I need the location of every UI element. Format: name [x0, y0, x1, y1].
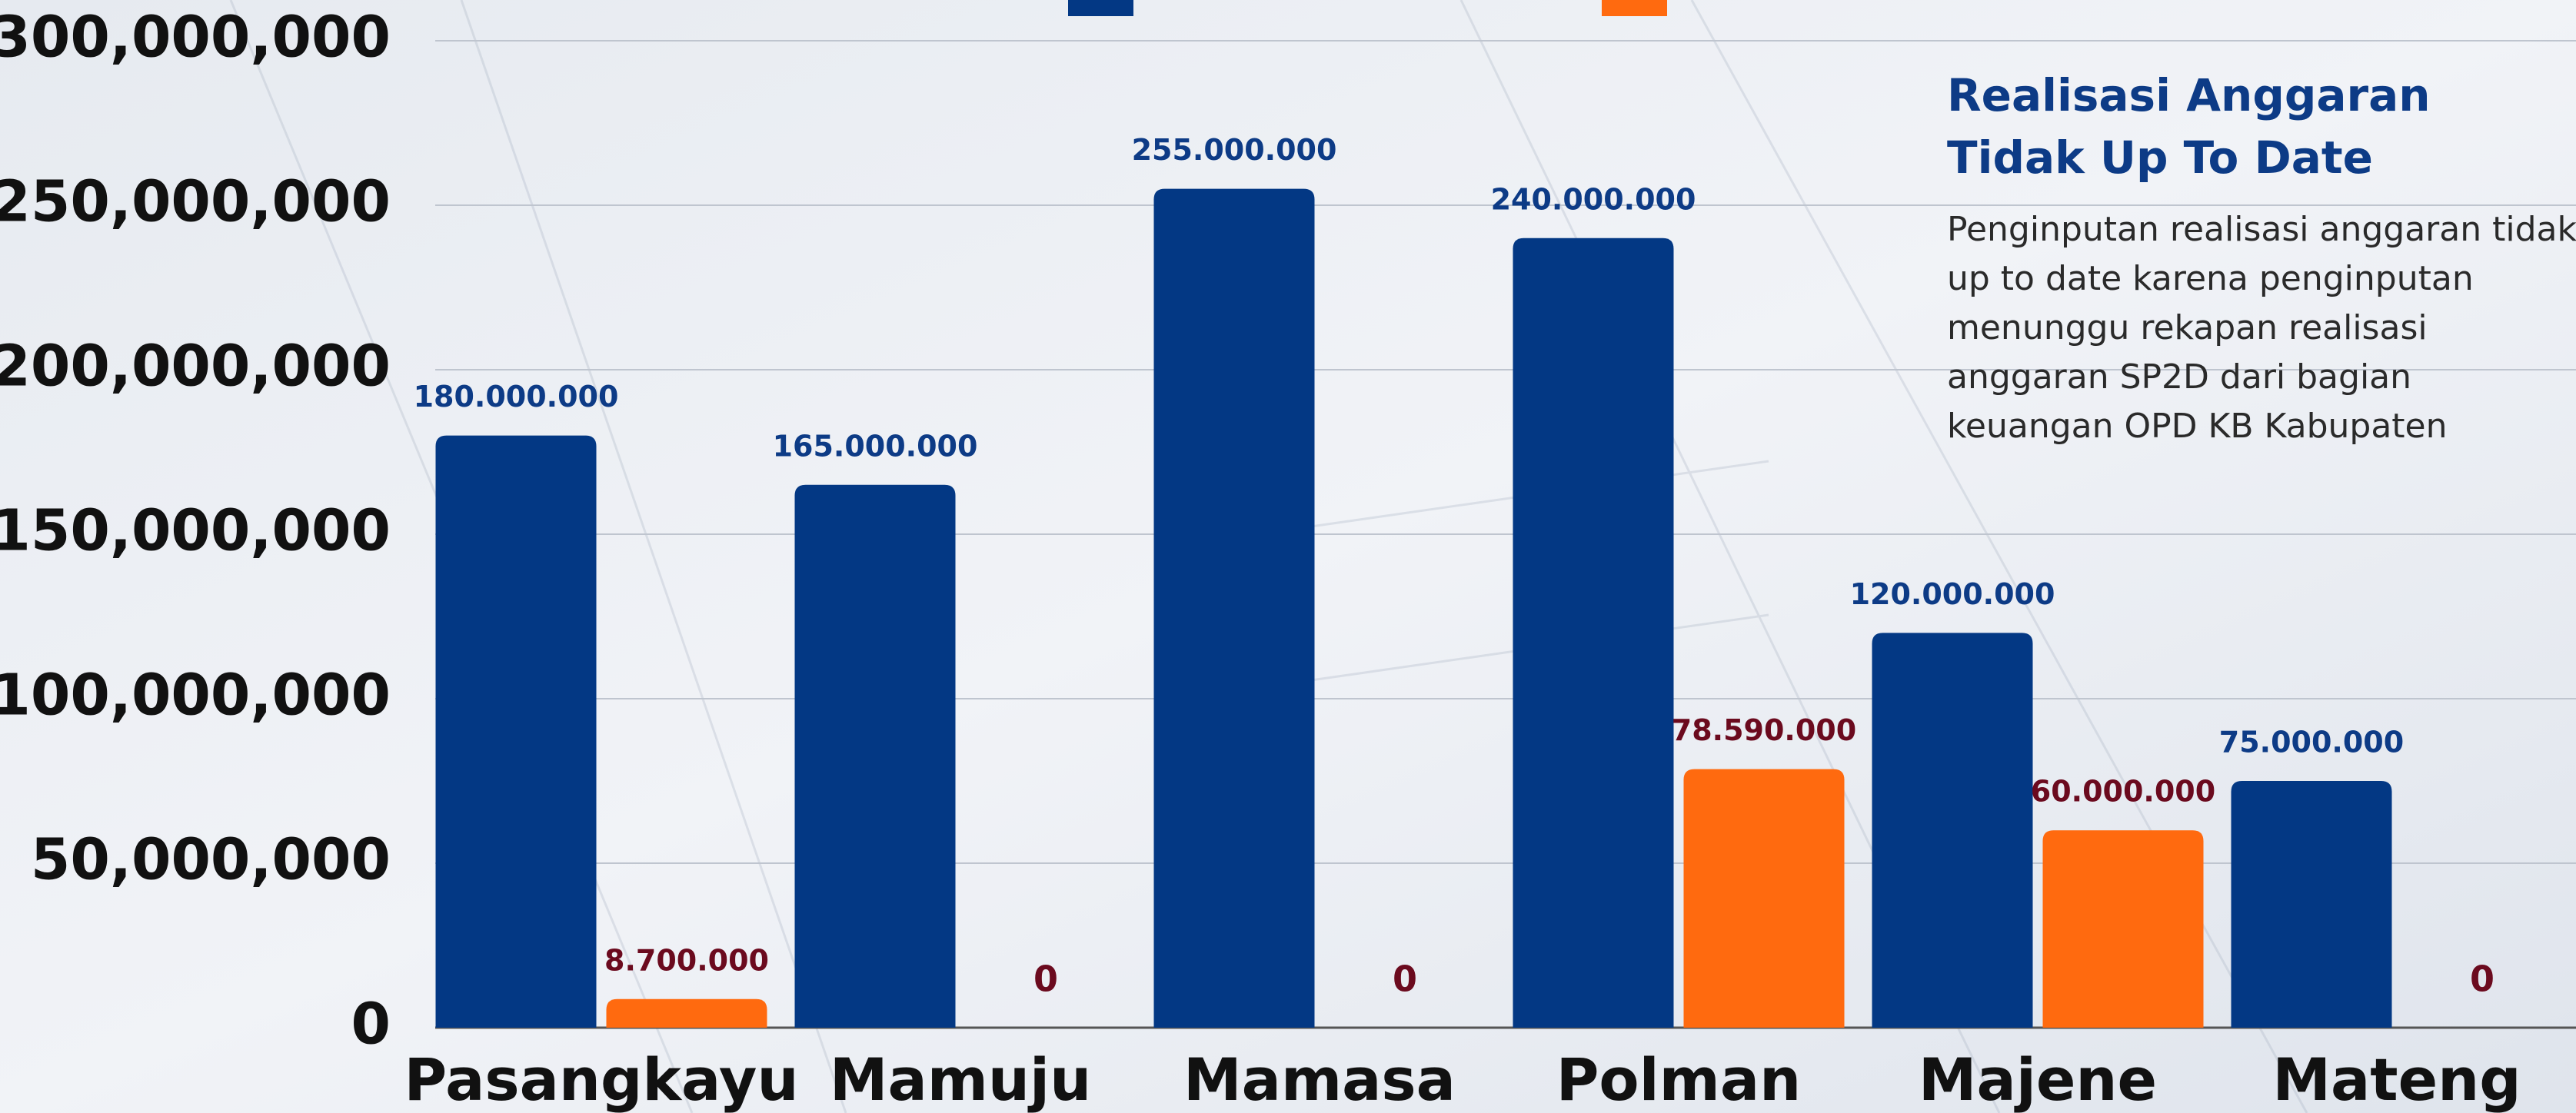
data-label: 78.590.000: [1672, 713, 1856, 747]
annotation-title: Tidak Up To Date: [1947, 131, 2373, 184]
x-tick-label: Pasangkayu: [404, 1045, 798, 1113]
y-tick-label: 50,000,000: [31, 827, 391, 893]
bar: [1684, 769, 1845, 1028]
y-tick-label: 200,000,000: [0, 334, 391, 400]
bar: [2232, 781, 2392, 1028]
bar: [1872, 633, 2033, 1028]
data-label: 180.000.000: [414, 380, 619, 414]
legend-swatch: [1602, 0, 1667, 16]
annotation-text: up to date karena penginputan: [1947, 259, 2474, 298]
x-tick-label: Mamuju: [830, 1045, 1091, 1113]
x-tick-label: Mateng: [2272, 1045, 2521, 1113]
bar: [1154, 189, 1315, 1028]
bar: [795, 485, 956, 1028]
annotation-text: anggaran SP2D dari bagian: [1947, 357, 2411, 397]
data-label: 0: [2470, 959, 2494, 1000]
y-tick-label: 250,000,000: [0, 169, 391, 235]
bar: [436, 436, 597, 1028]
chart: 0 50,000,000 100,000,000 150,000,000 200,000…: [0, 0, 2576, 1113]
data-label: 60.000.000: [2031, 775, 2215, 809]
bar: [2043, 830, 2204, 1028]
data-label: 240.000.000: [1491, 182, 1696, 216]
data-label: 165.000.000: [773, 429, 978, 463]
bar: [607, 999, 767, 1028]
x-tick-label: Polman: [1556, 1045, 1802, 1113]
y-tick-label: 0: [351, 992, 391, 1058]
y-tick-label: 150,000,000: [0, 498, 391, 564]
x-tick-label: Majene: [1919, 1045, 2157, 1113]
y-tick-label: 300,000,000: [0, 5, 391, 71]
annotation-text: keuangan OPD KB Kabupaten: [1947, 407, 2448, 446]
data-label: 255.000.000: [1132, 133, 1337, 167]
annotation-text: Penginputan realisasi anggaran tidak: [1947, 210, 2576, 249]
data-label: 75.000.000: [2219, 726, 2404, 759]
data-label: 8.700.000: [604, 943, 769, 977]
y-tick-label: 100,000,000: [0, 663, 391, 729]
data-label: 120.000.000: [1850, 577, 2055, 611]
annotation-text: menunggu rekapan realisasi: [1947, 308, 2428, 347]
data-label: 0: [1033, 959, 1058, 1000]
legend-swatch: [1068, 0, 1133, 16]
data-label: 0: [1393, 959, 1417, 1000]
annotation-title: Realisasi Anggaran: [1947, 69, 2431, 121]
x-tick-label: Mamasa: [1183, 1045, 1456, 1113]
bar: [1513, 238, 1674, 1028]
